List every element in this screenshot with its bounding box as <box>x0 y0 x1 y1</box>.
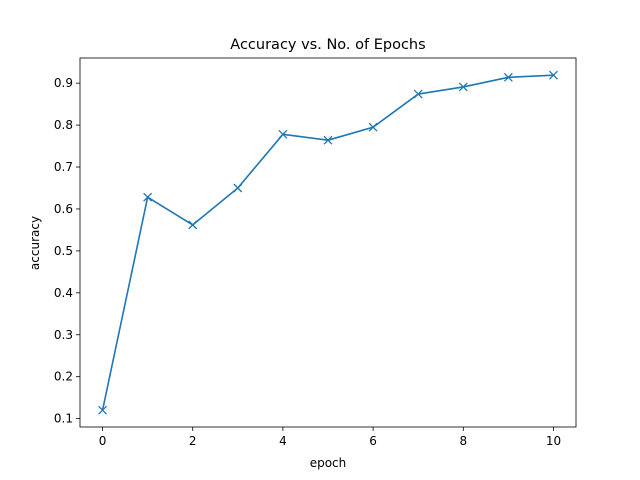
data-point-marker <box>233 183 243 193</box>
data-point-marker <box>413 89 423 99</box>
y-tick-label: 0.8 <box>54 118 73 132</box>
chart-title: Accuracy vs. No. of Epochs <box>230 37 425 53</box>
data-point-marker <box>278 129 288 139</box>
y-tick-label: 0.5 <box>54 244 73 258</box>
y-tick-label: 0.3 <box>54 328 73 342</box>
data-point-marker <box>368 122 378 132</box>
axes-frame <box>79 57 577 428</box>
y-tick-label: 0.2 <box>54 370 73 384</box>
data-point-marker <box>323 135 333 145</box>
data-point-marker <box>548 70 558 80</box>
y-tick-label: 0.6 <box>54 202 73 216</box>
data-point-marker <box>188 220 198 230</box>
x-tick-label: 10 <box>546 434 561 448</box>
y-axis-label: accuracy <box>28 216 42 270</box>
plot-area: 0 2 4 6 8 10 0.1 0.2 0.3 0.4 0.5 0.6 0.7 0.8 0.9 <box>54 57 577 448</box>
y-tick-label: 0.1 <box>54 412 73 426</box>
x-tick-label: 2 <box>189 434 197 448</box>
data-point-marker <box>98 405 108 415</box>
x-axis-label: epoch <box>310 456 347 470</box>
y-tick-label: 0.4 <box>54 286 73 300</box>
data-point-marker <box>143 192 153 202</box>
y-tick-label: 0.7 <box>54 160 73 174</box>
series-line <box>101 74 554 411</box>
x-tick-label: 8 <box>459 434 467 448</box>
data-point-marker <box>458 82 468 92</box>
x-tick-label: 6 <box>369 434 377 448</box>
y-tick-label: 0.9 <box>54 76 73 90</box>
data-point-marker <box>503 72 513 82</box>
x-tick-label: 0 <box>99 434 107 448</box>
x-tick-label: 4 <box>279 434 287 448</box>
